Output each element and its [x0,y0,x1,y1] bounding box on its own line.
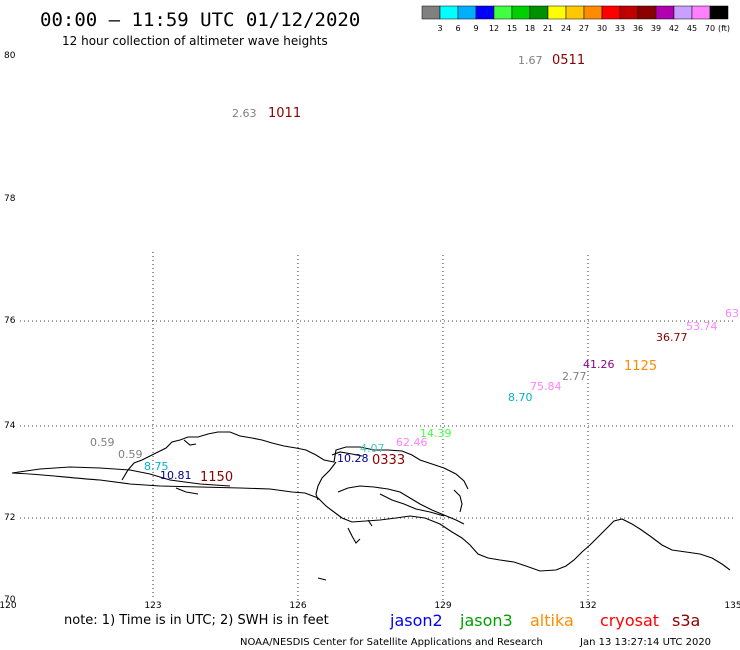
scale-label: 21 [543,24,553,33]
latitude-tick-label: 70 [4,595,16,605]
pass-times: 0511 1011 1150 0333 1125 [200,53,657,485]
longitude-tick-label: 120 [0,601,17,611]
observation-value: 1.67 [518,54,543,67]
scale-swatch [601,5,621,20]
observation-value: 63 [725,307,739,320]
footer-credit: NOAA/NESDIS Center for Satellite Applica… [240,637,543,648]
longitude-tick-label: 126 [289,601,306,611]
scale-swatch [529,5,549,20]
latitude-tick-label: 72 [4,513,15,523]
pass-time-label: 1150 [200,470,233,485]
observation-value: 10.28 [337,452,369,465]
pass-time-label: 1125 [624,359,657,374]
scale-label: 39 [651,24,661,33]
longitude-tick-label: 135 [724,601,740,611]
scale-label: 12 [489,24,499,33]
scale-label: 27 [579,24,589,33]
map-title: 00:00 – 11:59 UTC 01/12/2020 [40,9,360,31]
scale-swatch [421,5,441,20]
scale-swatch [583,5,603,20]
scale-swatch [655,5,675,20]
scale-label: 42 [669,24,679,33]
scale-label: 36 [633,24,643,33]
observation-value: 53.74 [686,320,718,333]
scale-swatch [565,5,585,20]
observation-value: 62.46 [396,436,428,449]
scale-label: (ft) [718,24,730,33]
satellite-legend-item: jason3 [459,611,513,630]
footer-timestamp: Jan 13 13:27:14 UTC 2020 [579,637,711,648]
latitude-tick-label: 76 [4,316,16,326]
observation-value: 8.75 [144,460,169,473]
satellite-legend: jason2 jason3 altika cryosat s3a [389,611,700,630]
observation-value: 8.70 [508,391,533,404]
satellite-legend-item: s3a [672,611,700,630]
scale-swatch [547,5,567,20]
scale-label: 24 [561,24,571,33]
observation-value: 2.77 [562,370,587,383]
observation-value: 4.07 [360,442,385,455]
scale-swatch [637,5,657,20]
scale-swatch [673,5,693,20]
observation-value: 0.59 [90,436,115,449]
pass-time-label: 1011 [268,106,301,121]
satellite-legend-item: cryosat [600,611,659,630]
scale-swatch [511,5,531,20]
scale-label: 3 [437,24,442,33]
scale-swatch [475,5,495,20]
observation-value: 2.63 [232,107,257,120]
pass-time-label: 0333 [372,453,405,468]
scale-label: 15 [507,24,517,33]
longitude-tick-label: 132 [579,601,596,611]
observation-value: 41.26 [583,358,615,371]
scale-swatch [439,5,459,20]
observation-value: 0.59 [118,448,143,461]
satellite-legend-item: jason2 [389,611,443,630]
scale-label: 9 [473,24,478,33]
graticule [20,252,735,600]
observation-value: 36.77 [656,331,688,344]
scale-swatch [493,5,513,20]
coastline [11,431,731,581]
latitude-tick-label: 80 [4,51,16,61]
color-scale-legend: 3 6 9 12 15 18 21 24 27 30 33 36 39 42 45 70 (ft) [421,5,730,33]
latitude-tick-label: 74 [4,421,16,431]
longitude-tick-label: 123 [144,601,161,611]
scale-label: 45 [687,24,697,33]
scale-label: 18 [525,24,535,33]
scale-label: 6 [455,24,460,33]
pass-time-label: 0511 [552,53,585,68]
map-subtitle: 12 hour collection of altimeter wave hei… [62,34,328,48]
scale-label: 70 [705,24,715,33]
satellite-legend-item: altika [530,611,574,630]
scale-swatch [691,5,711,20]
longitude-tick-label: 129 [434,601,451,611]
scale-swatch [709,5,729,20]
latitude-tick-label: 78 [4,194,16,204]
observation-value: 75.84 [530,380,562,393]
observation-value: 10.81 [160,469,192,482]
footer-note: note: 1) Time is in UTC; 2) SWH is in fe… [64,613,329,628]
scale-swatch [619,5,639,20]
scale-label: 30 [597,24,607,33]
longitude-ticks: 120 123 126 129 132 135 [0,601,740,611]
latitude-ticks: 80 78 76 74 72 70 [4,51,16,605]
scale-label: 33 [615,24,625,33]
scale-swatch [457,5,477,20]
observation-value: 14.39 [420,427,452,440]
